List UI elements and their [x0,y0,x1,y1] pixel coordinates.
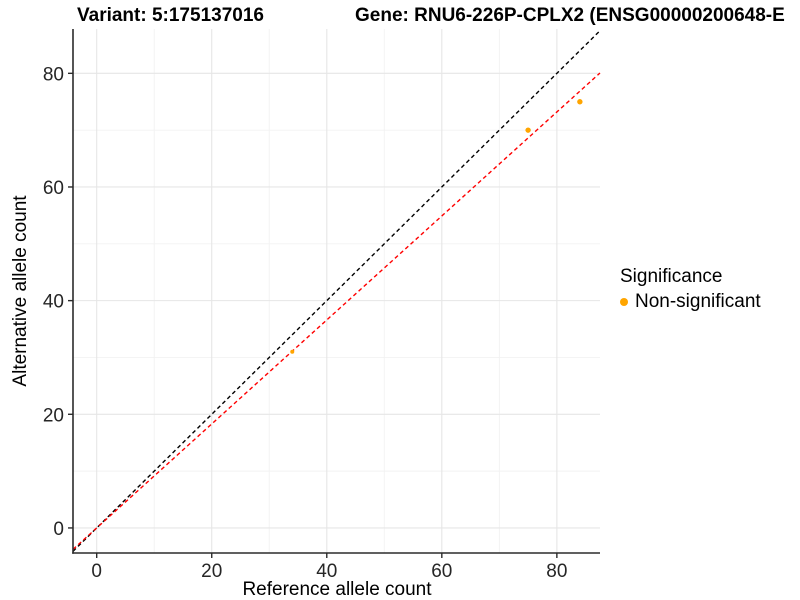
x-tick-label: 80 [546,561,567,582]
y-tick-label: 0 [53,519,64,540]
x-tick-label: 40 [316,561,337,582]
x-tick-label: 0 [91,561,102,582]
x-tick-label: 20 [201,561,222,582]
data-point [525,127,531,133]
legend-item-label: Non-significant [635,291,761,312]
legend-item-non-significant: Non-significant [620,291,761,313]
y-tick-label: 40 [43,292,64,313]
x-axis-title: Reference allele count [242,579,432,600]
y-tick-label: 20 [43,405,64,426]
identity-line [72,30,601,552]
gene-title: Gene: RNU6-226P-CPLX2 (ENSG00000200648-E [355,5,785,26]
legend-point-icon [620,298,628,306]
y-tick-label: 80 [43,64,64,85]
x-tick-label: 60 [431,561,452,582]
data-point [290,349,295,354]
legend: Significance Non-significant [620,266,761,313]
y-axis-title: Alternative allele count [9,195,33,386]
legend-title: Significance [620,266,723,287]
y-tick-label: 60 [43,178,64,199]
variant-title: Variant: 5:175137016 [77,5,264,26]
data-point [577,99,583,105]
y-axis-title-text: Alternative allele count [10,195,31,387]
fit-line [72,72,601,550]
